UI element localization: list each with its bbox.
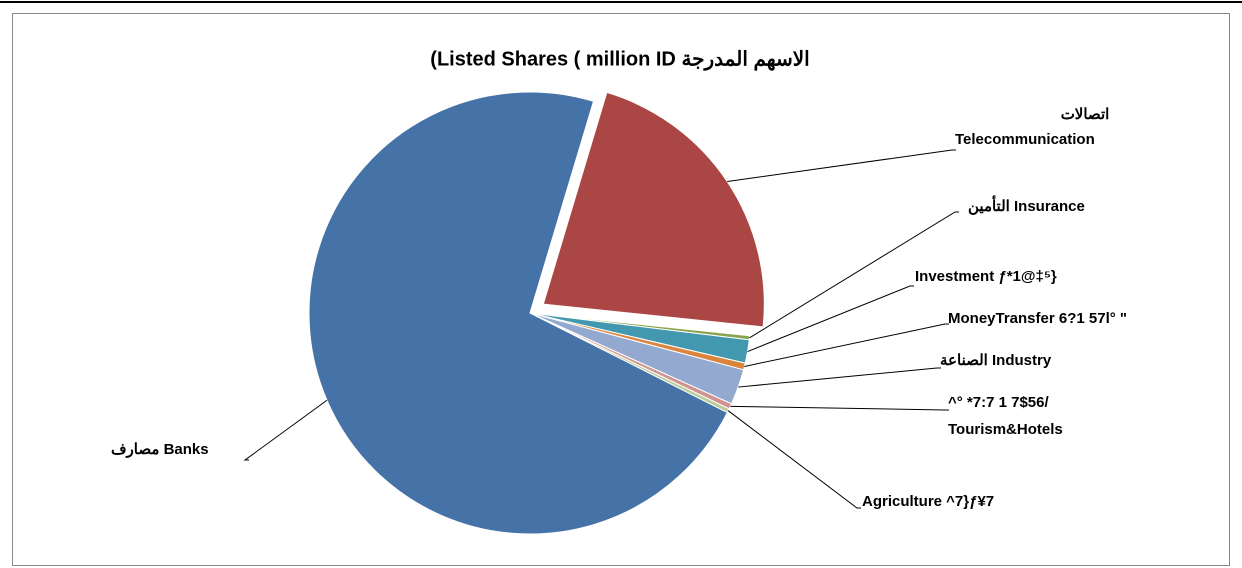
leader-line bbox=[744, 323, 949, 367]
chart-frame bbox=[12, 13, 1230, 566]
leader-line bbox=[747, 285, 914, 352]
slice-label: مصارف Banks bbox=[111, 441, 209, 458]
leader-line bbox=[727, 410, 861, 509]
slice-label: Agriculture ^7}ƒ¥7 bbox=[862, 493, 994, 510]
slice-label: التأمين Insurance bbox=[968, 195, 1085, 215]
leader-line bbox=[727, 149, 956, 182]
leader-line bbox=[243, 399, 328, 461]
slice-label: ^° *7:7 1 7$56/ bbox=[948, 394, 1049, 411]
leader-line bbox=[749, 211, 959, 339]
pie-slice bbox=[308, 91, 728, 535]
chart-title: (Listed Shares ( million ID الاسهم المدر… bbox=[430, 48, 809, 71]
leader-line bbox=[738, 367, 941, 388]
leader-line bbox=[730, 405, 949, 411]
pie-slice bbox=[542, 91, 765, 328]
slice-label: Tourism&Hotels bbox=[948, 421, 1063, 438]
slice-label: MoneyTransfer 6?1 57l° " bbox=[948, 310, 1127, 327]
slice-label: الصناعة Industry bbox=[940, 352, 1052, 369]
slice-label: Telecommunication bbox=[955, 131, 1095, 148]
slice-label: Investment ƒ*1@‡⁵} bbox=[915, 268, 1057, 285]
slice-label: اتصالات bbox=[1061, 106, 1110, 123]
